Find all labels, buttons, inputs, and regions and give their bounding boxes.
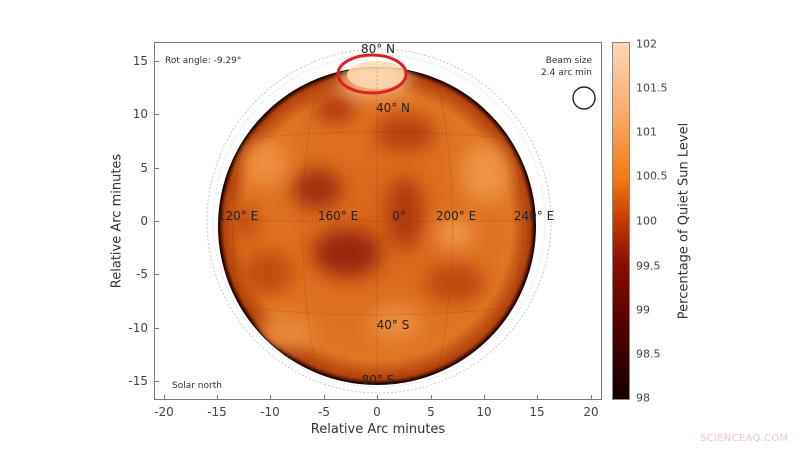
lat-label-40n: 40° N [375,101,411,115]
colorbar-tick: 99 [636,303,650,317]
x-tick-label: -10 [260,405,280,419]
x-tick-label: 15 [529,405,545,419]
solar-north-annotation: Solar north [172,381,222,391]
beam-size-value: 2.4 arc min [541,68,592,78]
rot-angle-annotation: Rot angle: -9.29° [165,56,242,66]
lon-label-160e: 160° E [317,209,359,223]
colorbar-tick: 102 [636,37,657,51]
lon-label-0: 0° [392,209,406,223]
x-tick-label: 5 [427,405,435,419]
x-tick-label: -15 [207,405,227,419]
lon-label-200e: 200° E [435,209,477,223]
y-tick-label: -5 [136,267,148,281]
colorbar-tick: 98.5 [636,347,661,361]
lat-label-40s: 40° S [376,318,410,332]
x-axis-title: Relative Arc minutes [310,422,446,437]
x-tick-label: -20 [154,405,174,419]
y-tick-label: 15 [132,54,148,68]
y-axis-title: Relative Arc minutes [109,153,125,289]
highlight-ellipse [336,53,408,95]
colorbar-title: Percentage of Quiet Sun Level [676,122,692,320]
y-tick-label: 10 [132,107,148,121]
watermark: SCIENCEAQ.COM [700,433,789,444]
lat-label-80s: 80° S [361,373,395,387]
colorbar-tick: 99.5 [636,259,661,273]
beam-size-label: Beam size [545,56,592,66]
lon-label-120e: 120° E [217,209,259,223]
x-tick-label: 0 [373,405,381,419]
colorbar-tick: 100.5 [636,169,668,183]
y-tick-label: -15 [128,374,148,388]
y-tick-label: 5 [140,161,148,175]
x-tick-label: 10 [476,405,492,419]
colorbar-tick: 98 [636,391,650,405]
y-tick-label: 0 [140,214,148,228]
colorbar-tick: 101 [636,125,657,139]
y-tick-label: -10 [128,321,148,335]
x-tick-label: 20 [583,405,599,419]
colorbar-tick: 101.5 [636,81,668,95]
solar-disk-map [206,48,596,394]
beam-size-circle [572,86,596,110]
plot-area [154,42,602,400]
x-tick-label: -5 [318,405,330,419]
colorbar [612,42,630,400]
lon-label-240e: 240° E [513,209,555,223]
lat-label-80n: 80° N [360,42,396,56]
colorbar-tick: 100 [636,214,657,228]
